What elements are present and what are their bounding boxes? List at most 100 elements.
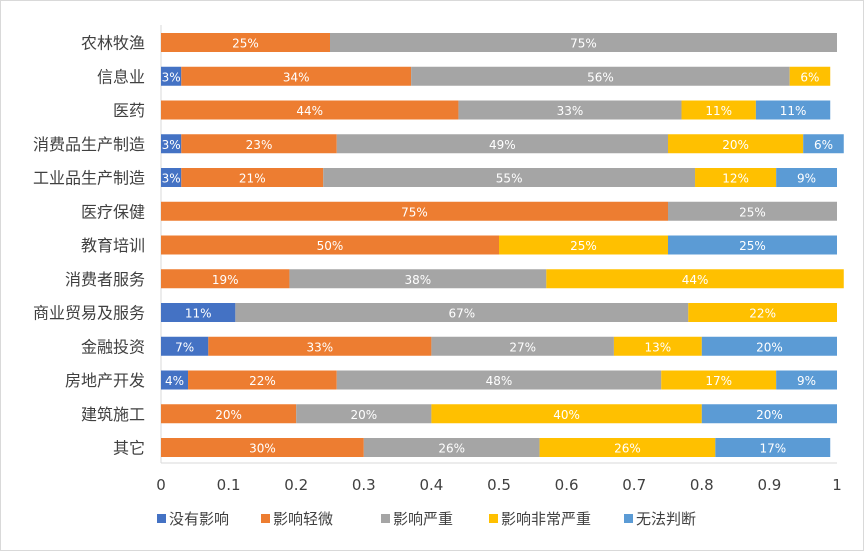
bar-segment: [161, 134, 182, 154]
data-label: 20%: [756, 340, 783, 354]
category-label: 商业贸易及服务: [33, 304, 145, 323]
bar-segment: [681, 100, 756, 120]
data-label: 44%: [682, 273, 709, 287]
data-label: 38%: [405, 273, 432, 287]
category-label: 建筑施工: [81, 405, 145, 424]
bar-segment: [181, 66, 412, 86]
legend-label: 影响严重: [393, 510, 453, 528]
legend-swatch: [261, 514, 270, 523]
category-label: 工业品生产制造: [33, 169, 145, 188]
legend-swatch: [157, 514, 166, 523]
bar-segment: [613, 336, 702, 356]
data-label: 20%: [722, 138, 749, 152]
bar-segment: [188, 370, 337, 390]
data-label: 30%: [249, 442, 276, 456]
data-label: 13%: [645, 340, 672, 354]
x-tick-label: 0.6: [555, 476, 579, 494]
x-tick-label: 0.8: [690, 476, 714, 494]
x-tick-label: 0.5: [487, 476, 511, 494]
bar-segment: [803, 134, 844, 154]
bar-segment: [161, 201, 668, 221]
x-tick-label: 0.1: [217, 476, 241, 494]
data-label: 17%: [705, 374, 732, 388]
category-label: 金融投资: [81, 337, 145, 356]
bar-segment: [776, 370, 837, 390]
bar-segment: [431, 336, 614, 356]
category-label: 农林牧渔: [81, 34, 145, 53]
bar-segment: [458, 100, 682, 120]
data-label: 50%: [317, 239, 344, 253]
data-label: 12%: [722, 172, 749, 186]
data-label: 49%: [489, 138, 516, 152]
bar-segment: [323, 168, 696, 187]
bar-segment: [431, 404, 702, 424]
bar-segment: [668, 134, 804, 154]
bar-segment: [161, 100, 459, 120]
category-label: 医药: [113, 101, 145, 120]
data-label: 9%: [797, 172, 816, 186]
bar-segment: [776, 168, 837, 187]
bar-segment: [701, 404, 837, 424]
data-label: 75%: [401, 205, 428, 219]
data-label: 26%: [614, 442, 641, 456]
bar-segment: [181, 168, 324, 187]
legend-label: 没有影响: [169, 510, 229, 528]
data-label: 25%: [232, 37, 259, 51]
bar-segment: [235, 303, 689, 322]
x-tick-label: 0.4: [419, 476, 443, 494]
bar-segment: [296, 404, 432, 424]
bar-segment: [289, 269, 547, 289]
data-label: 6%: [800, 70, 819, 84]
x-tick-label: 0.9: [757, 476, 781, 494]
bar-segment: [668, 201, 837, 221]
data-label: 11%: [185, 307, 212, 321]
data-label: 21%: [239, 172, 266, 186]
bar-segment: [789, 66, 831, 86]
data-label: 11%: [780, 104, 807, 118]
bar-segment: [336, 370, 662, 390]
data-label: 40%: [553, 408, 580, 422]
data-label: 56%: [587, 70, 614, 84]
bar-segment: [330, 33, 837, 52]
category-label: 信息业: [97, 67, 145, 86]
data-label: 3%: [162, 70, 181, 84]
data-label: 20%: [350, 408, 377, 422]
bar-segment: [695, 168, 777, 187]
data-label: 17%: [759, 442, 786, 456]
data-label: 44%: [296, 104, 323, 118]
legend-swatch: [489, 514, 498, 523]
data-label: 22%: [249, 374, 276, 388]
category-label: 消费者服务: [65, 270, 145, 289]
bar-segment: [161, 33, 330, 52]
bar-segment: [161, 336, 209, 356]
data-label: 22%: [749, 307, 776, 321]
category-label: 医疗保健: [81, 202, 145, 221]
data-label: 48%: [486, 374, 513, 388]
bar-segment: [668, 235, 837, 255]
data-label: 19%: [212, 273, 239, 287]
data-label: 67%: [448, 307, 475, 321]
bar-segment: [499, 235, 668, 255]
category-label: 教育培训: [81, 236, 145, 255]
bar-segment: [336, 134, 668, 154]
x-tick-label: 0.2: [284, 476, 308, 494]
data-label: 25%: [739, 239, 766, 253]
bar-segment: [161, 235, 499, 255]
bar-segment: [688, 303, 837, 322]
bar-segment: [161, 269, 290, 289]
data-label: 33%: [557, 104, 584, 118]
legend-label: 无法判断: [636, 510, 696, 528]
data-label: 7%: [175, 340, 194, 354]
data-label: 23%: [246, 138, 273, 152]
data-label: 20%: [756, 408, 783, 422]
data-label: 20%: [215, 408, 242, 422]
data-label: 55%: [496, 172, 523, 186]
x-tick-label: 0: [156, 476, 166, 494]
bar-segment: [208, 336, 432, 356]
data-label: 34%: [283, 70, 310, 84]
bar-segment: [161, 438, 364, 457]
legend-label: 影响轻微: [273, 510, 333, 528]
data-label: 25%: [570, 239, 597, 253]
bar-segment: [161, 168, 182, 187]
